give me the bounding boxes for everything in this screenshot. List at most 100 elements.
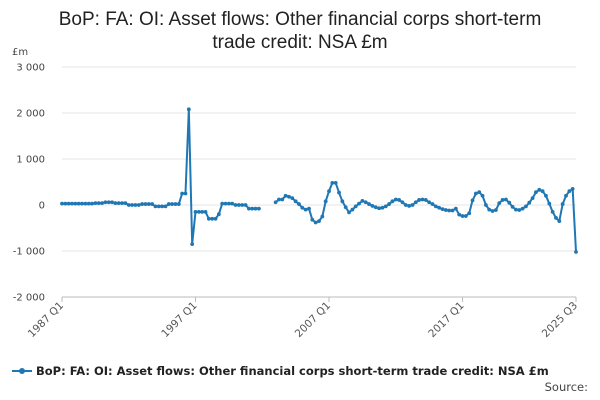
data-point[interactable]	[560, 202, 565, 206]
data-point[interactable]	[136, 203, 141, 207]
data-point[interactable]	[470, 198, 475, 203]
data-point[interactable]	[80, 201, 84, 206]
data-point[interactable]	[240, 203, 245, 207]
data-point[interactable]	[437, 205, 442, 210]
data-point[interactable]	[353, 204, 358, 209]
data-point[interactable]	[216, 212, 221, 217]
data-point[interactable]	[163, 204, 168, 209]
data-point[interactable]	[63, 201, 68, 206]
data-point[interactable]	[403, 203, 408, 207]
data-point[interactable]	[453, 206, 458, 211]
data-point[interactable]	[467, 211, 472, 216]
data-point[interactable]	[186, 107, 191, 112]
data-point[interactable]	[534, 190, 538, 195]
data-point[interactable]	[427, 200, 432, 205]
data-point[interactable]	[206, 216, 211, 221]
data-point[interactable]	[550, 210, 555, 214]
data-point[interactable]	[420, 197, 425, 202]
data-point[interactable]	[567, 189, 572, 194]
data-point[interactable]	[447, 208, 452, 213]
data-point[interactable]	[487, 207, 492, 212]
data-point[interactable]	[410, 203, 415, 207]
data-point[interactable]	[297, 202, 301, 206]
data-point[interactable]	[443, 208, 448, 212]
data-point[interactable]	[570, 187, 575, 191]
data-point[interactable]	[357, 201, 361, 206]
data-point[interactable]	[126, 203, 131, 207]
data-point[interactable]	[327, 189, 331, 194]
data-point[interactable]	[544, 193, 548, 198]
data-point[interactable]	[433, 204, 438, 209]
data-point[interactable]	[287, 194, 291, 199]
data-point[interactable]	[363, 200, 368, 205]
data-point[interactable]	[477, 190, 482, 195]
data-point[interactable]	[360, 198, 365, 203]
data-point[interactable]	[397, 198, 402, 202]
data-point[interactable]	[230, 201, 235, 206]
data-point[interactable]	[527, 200, 532, 205]
data-point[interactable]	[83, 201, 88, 206]
data-point[interactable]	[490, 209, 495, 213]
data-point[interactable]	[226, 201, 231, 206]
data-point[interactable]	[377, 206, 381, 211]
data-point[interactable]	[90, 201, 94, 206]
data-point[interactable]	[564, 193, 568, 198]
data-point[interactable]	[290, 196, 295, 201]
data-point[interactable]	[380, 205, 385, 210]
legend[interactable]: BoP: FA: OI: Asset flows: Other financia…	[12, 364, 549, 378]
data-point[interactable]	[280, 197, 285, 202]
data-point[interactable]	[123, 201, 128, 206]
data-point[interactable]	[317, 219, 321, 224]
data-point[interactable]	[337, 190, 341, 195]
data-point[interactable]	[213, 216, 218, 221]
data-point[interactable]	[203, 210, 208, 214]
data-point[interactable]	[143, 202, 148, 206]
data-point[interactable]	[110, 200, 114, 205]
data-point[interactable]	[320, 214, 325, 219]
data-point[interactable]	[413, 200, 418, 205]
data-point[interactable]	[493, 208, 498, 212]
data-point[interactable]	[504, 197, 508, 202]
data-point[interactable]	[233, 203, 238, 207]
data-point[interactable]	[473, 191, 478, 196]
data-point[interactable]	[310, 217, 315, 222]
data-point[interactable]	[160, 204, 165, 209]
data-point[interactable]	[440, 207, 445, 212]
data-point[interactable]	[70, 201, 74, 206]
data-point[interactable]	[100, 201, 104, 206]
data-point[interactable]	[173, 202, 178, 206]
data-point[interactable]	[333, 181, 338, 185]
data-point[interactable]	[220, 201, 225, 206]
data-point[interactable]	[510, 204, 515, 209]
data-point[interactable]	[400, 200, 405, 205]
data-point[interactable]	[156, 204, 161, 209]
data-point[interactable]	[390, 199, 395, 204]
data-point[interactable]	[450, 208, 455, 213]
data-point[interactable]	[457, 212, 462, 217]
data-point[interactable]	[176, 202, 181, 206]
data-point[interactable]	[166, 202, 171, 206]
data-point[interactable]	[96, 201, 101, 206]
data-point[interactable]	[257, 206, 261, 211]
data-point[interactable]	[574, 250, 578, 254]
data-point[interactable]	[547, 201, 552, 206]
data-point[interactable]	[480, 193, 485, 198]
data-point[interactable]	[200, 210, 205, 214]
data-point[interactable]	[150, 202, 155, 206]
data-point[interactable]	[350, 207, 355, 212]
data-point[interactable]	[190, 242, 195, 247]
data-point[interactable]	[537, 187, 542, 192]
data-point[interactable]	[423, 198, 428, 202]
data-point[interactable]	[340, 199, 345, 204]
data-point[interactable]	[130, 203, 134, 207]
data-point[interactable]	[300, 205, 305, 210]
data-point[interactable]	[183, 191, 188, 196]
data-point[interactable]	[500, 198, 505, 202]
data-point[interactable]	[193, 210, 198, 214]
data-point[interactable]	[223, 201, 228, 206]
data-point[interactable]	[323, 199, 328, 204]
data-point[interactable]	[347, 210, 351, 215]
data-point[interactable]	[247, 206, 251, 211]
data-point[interactable]	[293, 199, 298, 204]
data-point[interactable]	[393, 197, 398, 202]
